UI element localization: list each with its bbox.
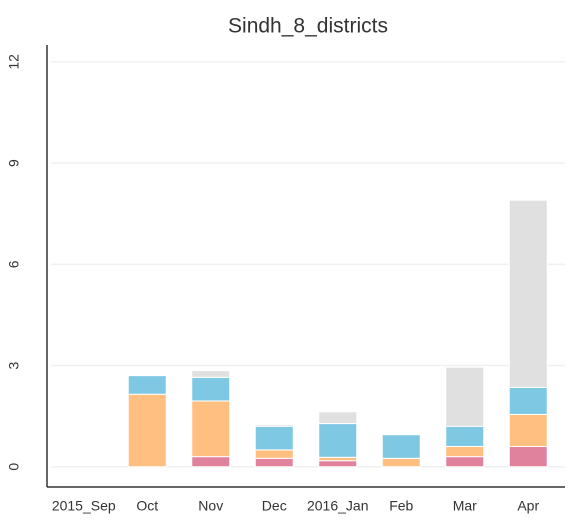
x-tick-label: Feb <box>389 498 413 514</box>
bar-segment <box>508 386 548 415</box>
y-tick-label: 12 <box>6 54 22 70</box>
y-tick-label: 6 <box>6 260 22 268</box>
y-tick-label: 0 <box>6 463 22 471</box>
bar-segment <box>508 199 548 388</box>
x-tick-label: Mar <box>453 498 477 514</box>
bar-segment <box>191 376 231 402</box>
bar-segment <box>381 434 421 459</box>
bar-segment <box>318 411 358 425</box>
x-tick-label: Oct <box>136 498 158 514</box>
y-tick-label: 9 <box>6 159 22 167</box>
bar-segment <box>445 425 485 448</box>
bar-segment <box>191 400 231 458</box>
x-tick-label: 2015_Sep <box>52 498 116 514</box>
bar-segment <box>381 457 421 468</box>
chart-title: Sindh_8_districts <box>228 15 388 38</box>
bar-segment <box>254 425 294 451</box>
x-tick-label: Dec <box>262 498 287 514</box>
bar-segment <box>254 449 294 459</box>
bar-segment <box>127 375 167 395</box>
bar-segment <box>318 460 358 468</box>
bar-segment <box>191 370 231 378</box>
bar-segment <box>508 446 548 468</box>
bar-segment <box>191 456 231 468</box>
x-tick-label: 2016_Jan <box>307 498 369 514</box>
bar-segment <box>254 424 294 427</box>
bar-segment <box>254 457 294 468</box>
x-tick-label: Apr <box>517 498 539 514</box>
bar-segment <box>445 456 485 468</box>
bar-segment <box>508 413 548 448</box>
bar-segment <box>318 456 358 462</box>
x-tick-label: Nov <box>198 498 223 514</box>
bar-segment <box>445 446 485 458</box>
bar-segment <box>318 423 358 458</box>
bar-segment <box>445 366 485 427</box>
bar-segment <box>127 393 167 468</box>
y-tick-label: 3 <box>6 361 22 369</box>
